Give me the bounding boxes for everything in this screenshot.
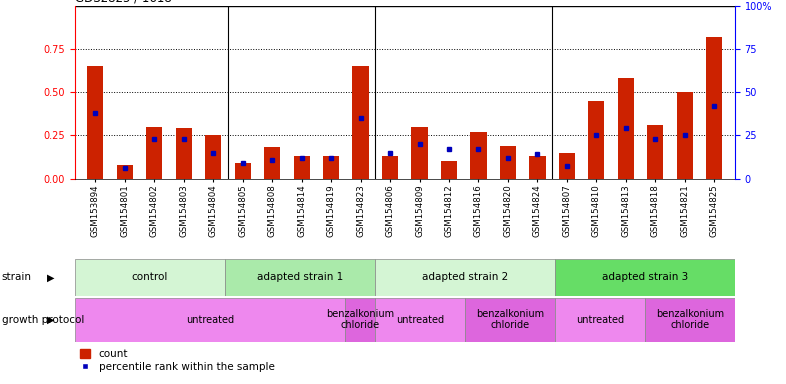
Text: strain: strain: [2, 272, 31, 283]
Bar: [470, 132, 487, 179]
Text: untreated: untreated: [576, 314, 624, 325]
Bar: [146, 127, 163, 179]
Text: benzalkonium
chloride: benzalkonium chloride: [325, 309, 394, 331]
Bar: [647, 125, 663, 179]
Bar: [529, 156, 545, 179]
Bar: [87, 66, 104, 179]
Bar: [500, 146, 516, 179]
Bar: [323, 156, 340, 179]
Text: adapted strain 1: adapted strain 1: [256, 272, 343, 283]
Text: untreated: untreated: [395, 314, 444, 325]
Text: control: control: [131, 272, 168, 283]
Text: benzalkonium
chloride: benzalkonium chloride: [656, 309, 724, 331]
Legend: count, percentile rank within the sample: count, percentile rank within the sample: [80, 349, 274, 372]
Bar: [555, 259, 735, 296]
Bar: [352, 66, 369, 179]
Bar: [411, 127, 428, 179]
Bar: [375, 259, 555, 296]
Bar: [175, 129, 192, 179]
Text: untreated: untreated: [185, 314, 233, 325]
Text: GDS2825 / 1618: GDS2825 / 1618: [75, 0, 171, 5]
Bar: [234, 163, 251, 179]
Text: adapted strain 3: adapted strain 3: [602, 272, 688, 283]
Bar: [465, 298, 555, 342]
Text: growth protocol: growth protocol: [2, 314, 84, 325]
Bar: [559, 153, 575, 179]
Bar: [75, 298, 345, 342]
Bar: [706, 37, 722, 179]
Bar: [75, 259, 225, 296]
Bar: [345, 298, 375, 342]
Bar: [225, 259, 375, 296]
Bar: [375, 298, 465, 342]
Bar: [116, 165, 133, 179]
Text: adapted strain 2: adapted strain 2: [421, 272, 508, 283]
Bar: [645, 298, 735, 342]
Text: ▶: ▶: [47, 314, 55, 325]
Bar: [382, 156, 399, 179]
Bar: [441, 161, 457, 179]
Bar: [588, 101, 604, 179]
Bar: [618, 78, 634, 179]
Bar: [293, 156, 310, 179]
Text: ▶: ▶: [47, 272, 55, 283]
Text: benzalkonium
chloride: benzalkonium chloride: [476, 309, 544, 331]
Bar: [555, 298, 645, 342]
Bar: [205, 136, 222, 179]
Bar: [677, 92, 693, 179]
Bar: [264, 147, 281, 179]
